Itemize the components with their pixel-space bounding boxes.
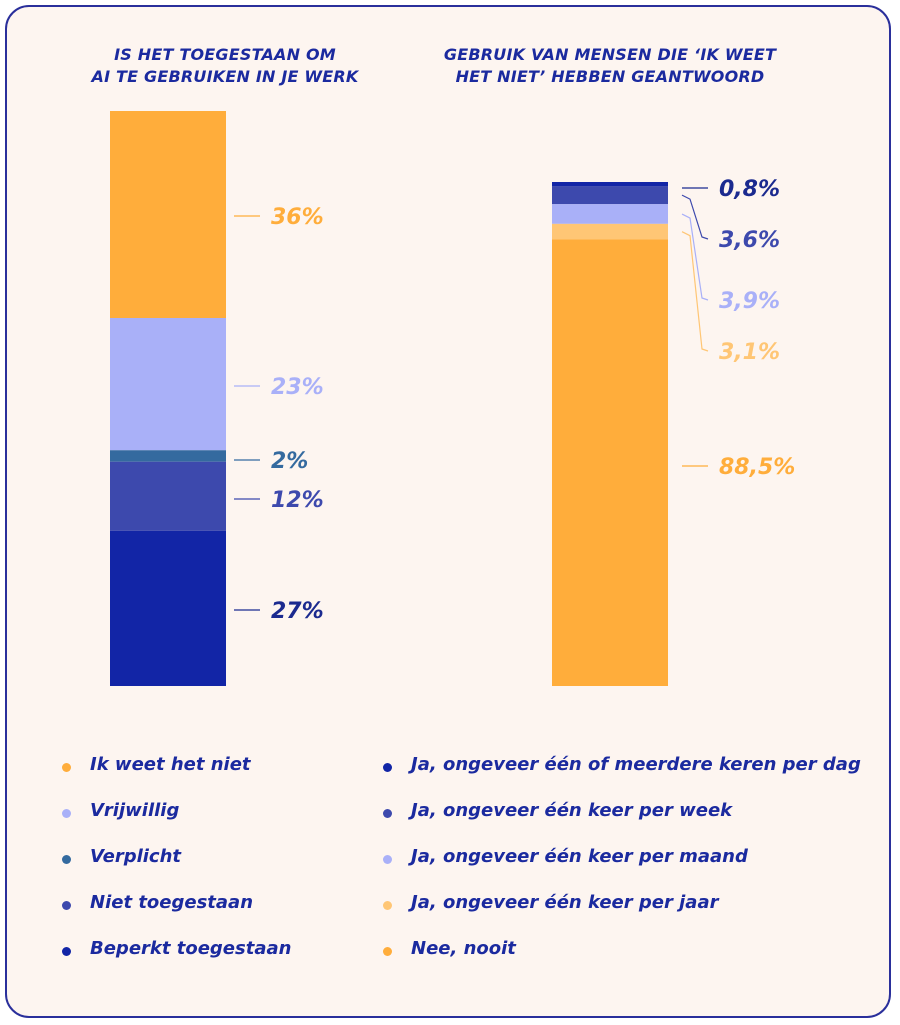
left-bar-segment-4 bbox=[110, 530, 226, 686]
legend-right-label: Ja, ongeveer één of meerdere keren per d… bbox=[411, 754, 861, 775]
left-bar-segment-0 bbox=[110, 111, 226, 318]
left-chart-title-line-2: AI TE GEBRUIKEN IN JE WERK bbox=[91, 67, 359, 86]
legend-right-dot-icon bbox=[383, 901, 392, 910]
right-bar-segment-3 bbox=[552, 223, 668, 240]
right-leader-line-2 bbox=[681, 213, 709, 301]
legend-right-label: Ja, ongeveer één keer per jaar bbox=[411, 892, 719, 913]
right-bar-segment-1 bbox=[552, 186, 668, 205]
legend-right-label: Ja, ongeveer één keer per week bbox=[411, 800, 733, 821]
left-bar-segment-2 bbox=[110, 450, 226, 462]
legend-left-label: Ik weet het niet bbox=[90, 754, 251, 775]
right-data-label-0: 0,8% bbox=[719, 177, 780, 202]
left-data-label-2: 2% bbox=[271, 449, 308, 474]
legend-left-dot-icon bbox=[62, 855, 71, 864]
legend-left-dot-icon bbox=[62, 809, 71, 818]
legend-left-label: Beperkt toegestaan bbox=[90, 938, 292, 959]
right-bar-segment-0 bbox=[552, 182, 668, 187]
left-chart-title-line-1: IS HET TOEGESTAAN OM bbox=[114, 45, 336, 64]
left-data-label-3: 12% bbox=[271, 488, 324, 513]
right-data-label-4: 88,5% bbox=[719, 455, 795, 480]
left-data-label-4: 27% bbox=[271, 599, 324, 624]
left-data-label-0: 36% bbox=[271, 205, 324, 230]
right-data-label-3: 3,1% bbox=[719, 340, 780, 365]
left-data-label-1: 23% bbox=[271, 375, 324, 400]
right-leader-line-1 bbox=[681, 194, 709, 240]
legend-right-dot-icon bbox=[383, 855, 392, 864]
legend-right-dot-icon bbox=[383, 947, 392, 956]
legend-left-dot-icon bbox=[62, 901, 71, 910]
right-data-label-2: 3,9% bbox=[719, 289, 780, 314]
legend-left-dot-icon bbox=[62, 947, 71, 956]
right-bar-segment-4 bbox=[552, 239, 668, 686]
legend-right-dot-icon bbox=[383, 809, 392, 818]
legend-right-label: Ja, ongeveer één keer per maand bbox=[411, 846, 748, 867]
legend-left-label: Vrijwillig bbox=[90, 800, 180, 821]
legend-right-label: Nee, nooit bbox=[411, 938, 516, 959]
legend-left-label: Niet toegestaan bbox=[90, 892, 254, 913]
right-data-label-1: 3,6% bbox=[719, 228, 780, 253]
legend-right-dot-icon bbox=[383, 763, 392, 772]
right-chart-title-line-2: HET NIET’ HEBBEN GEANTWOORD bbox=[455, 67, 765, 86]
right-chart-title-line-1: GEBRUIK VAN MENSEN DIE ‘IK WEET bbox=[443, 45, 777, 64]
legend-left-dot-icon bbox=[62, 763, 71, 772]
left-bar-segment-1 bbox=[110, 318, 226, 451]
left-bar-segment-3 bbox=[110, 461, 226, 531]
legend-left-label: Verplicht bbox=[90, 846, 182, 867]
left-chart-title: IS HET TOEGESTAAN OM AI TE GEBRUIKEN IN … bbox=[60, 44, 390, 88]
right-chart-title: GEBRUIK VAN MENSEN DIE ‘IK WEET HET NIET… bbox=[440, 44, 780, 88]
right-leader-line-3 bbox=[681, 231, 709, 352]
right-bar-segment-2 bbox=[552, 204, 668, 224]
